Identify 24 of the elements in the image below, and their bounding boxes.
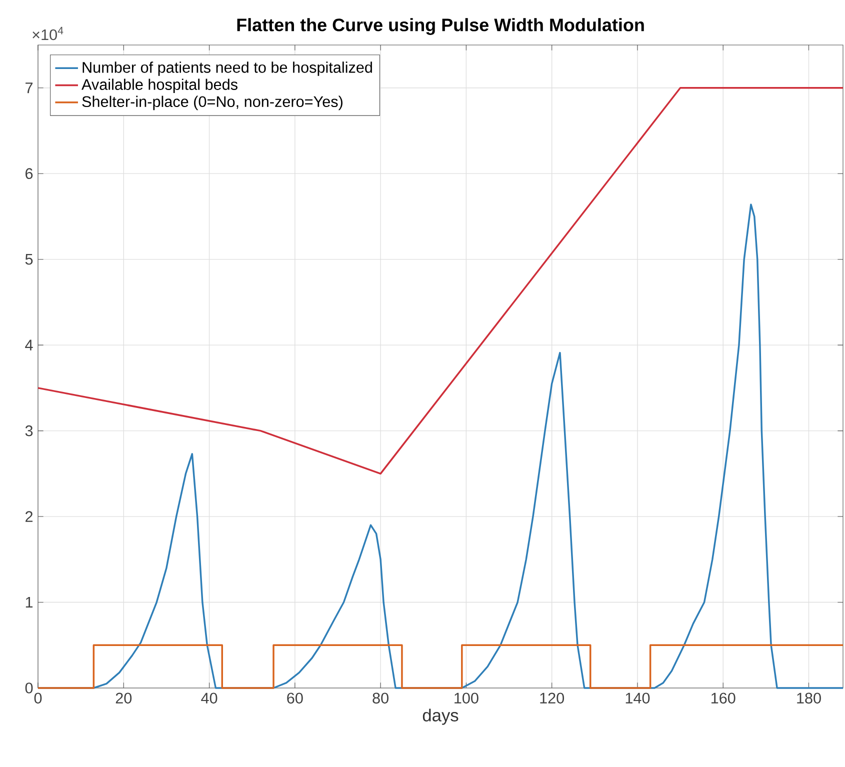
legend-label: Shelter-in-place (0=No, non-zero=Yes): [82, 96, 342, 110]
x-axis-title: days: [422, 708, 458, 725]
y-tick-label: 5: [25, 254, 33, 265]
x-tick-label: 0: [34, 692, 42, 704]
x-tick-label: 160: [711, 692, 736, 704]
y-tick-label: 3: [25, 425, 33, 436]
x-tick-label: 120: [540, 692, 564, 704]
x-tick-label: 140: [626, 692, 650, 704]
y-tick-label: 7: [26, 82, 33, 94]
y-tick-label: 1: [26, 597, 33, 608]
x-tick-label: 80: [372, 692, 388, 704]
text: ×10$^{4}$: [32, 26, 64, 40]
legend-label: Number of patients need to be hospitalized: [82, 62, 372, 76]
y-tick-label: 4: [25, 340, 33, 350]
y-tick-label: 2: [26, 511, 33, 522]
y-tick-label: 6: [26, 168, 33, 180]
legend-label: Available hospital beds: [82, 78, 238, 93]
x-tick-label: 20: [116, 692, 132, 704]
x-tick-label: 60: [287, 692, 303, 704]
x-tick-label: 40: [201, 692, 218, 704]
x-tick-label: 100: [454, 692, 478, 704]
y-tick-label: 0: [25, 682, 33, 694]
x-tick-label: 180: [797, 692, 821, 704]
chart-title: Flatten the Curve using Pulse Width Modulation: [237, 18, 644, 35]
